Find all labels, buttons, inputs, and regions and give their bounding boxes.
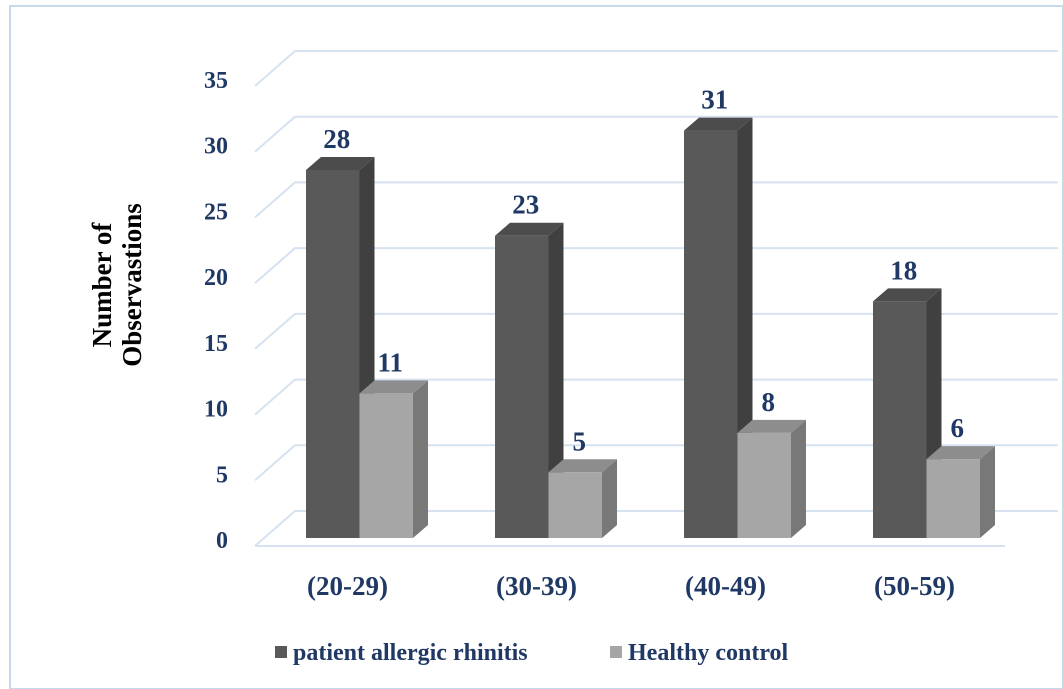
grid-line	[254, 312, 1058, 350]
value-label: 18	[890, 255, 917, 285]
value-label: 5	[573, 426, 587, 456]
value-label: 23	[512, 190, 539, 220]
bar-top	[737, 419, 806, 433]
y-tick-label: 15	[204, 331, 228, 357]
legend-swatch	[610, 646, 622, 658]
value-label: 11	[377, 347, 403, 377]
x-tick-label: (20-29)	[307, 571, 388, 601]
bar	[359, 380, 428, 538]
x-tick-label: (40-49)	[685, 571, 766, 601]
bar-side	[980, 446, 995, 538]
y-tick-label: 20	[204, 265, 228, 291]
bar-top	[873, 288, 942, 302]
bar-top	[306, 157, 375, 170]
legend-swatch	[275, 646, 287, 658]
grid-line	[254, 115, 1058, 153]
bar-front	[495, 235, 549, 538]
value-label: 6	[951, 413, 965, 443]
y-tick-label: 30	[204, 134, 228, 160]
chart-border	[9, 5, 1063, 689]
bar-front	[684, 130, 738, 539]
value-label: 8	[762, 387, 776, 417]
y-tick-label: 10	[204, 397, 228, 423]
y-tick-label: 25	[204, 199, 228, 225]
y-axis-label: Number of Observastions	[87, 203, 147, 367]
legend-label: Healthy control	[628, 640, 789, 666]
legend-label: patient allergic rhinitis	[293, 640, 528, 666]
x-tick-label: (50-59)	[874, 571, 955, 601]
bar	[306, 157, 375, 538]
bar-side	[548, 222, 564, 538]
value-label: 28	[323, 124, 350, 154]
bar	[495, 222, 564, 538]
bar-side	[791, 419, 806, 538]
grid-line	[254, 247, 1058, 284]
bar	[873, 288, 942, 538]
bar-top	[926, 446, 995, 460]
value-label: 31	[701, 85, 728, 115]
x-tick-label: (30-39)	[496, 571, 577, 601]
y-tick-label: 0	[216, 528, 228, 554]
bar-top	[359, 380, 428, 394]
grid-line	[254, 378, 1058, 416]
bar-top	[548, 459, 617, 473]
bar-front	[873, 301, 927, 538]
y-tick-label: 5	[216, 462, 228, 488]
bar-front	[737, 432, 791, 538]
bar	[926, 446, 995, 538]
y-tick-label: 35	[204, 68, 228, 94]
bar-top	[684, 117, 753, 131]
bar-front	[359, 393, 413, 538]
bar-front	[306, 170, 360, 538]
grid-line	[254, 50, 1058, 87]
bar-front	[926, 459, 980, 538]
bar-side	[602, 459, 617, 538]
bar-side	[413, 380, 428, 538]
bar	[548, 459, 617, 538]
grid-line	[254, 181, 1058, 219]
bar-front	[548, 472, 602, 538]
bar-top	[495, 222, 564, 236]
bar	[737, 419, 806, 538]
